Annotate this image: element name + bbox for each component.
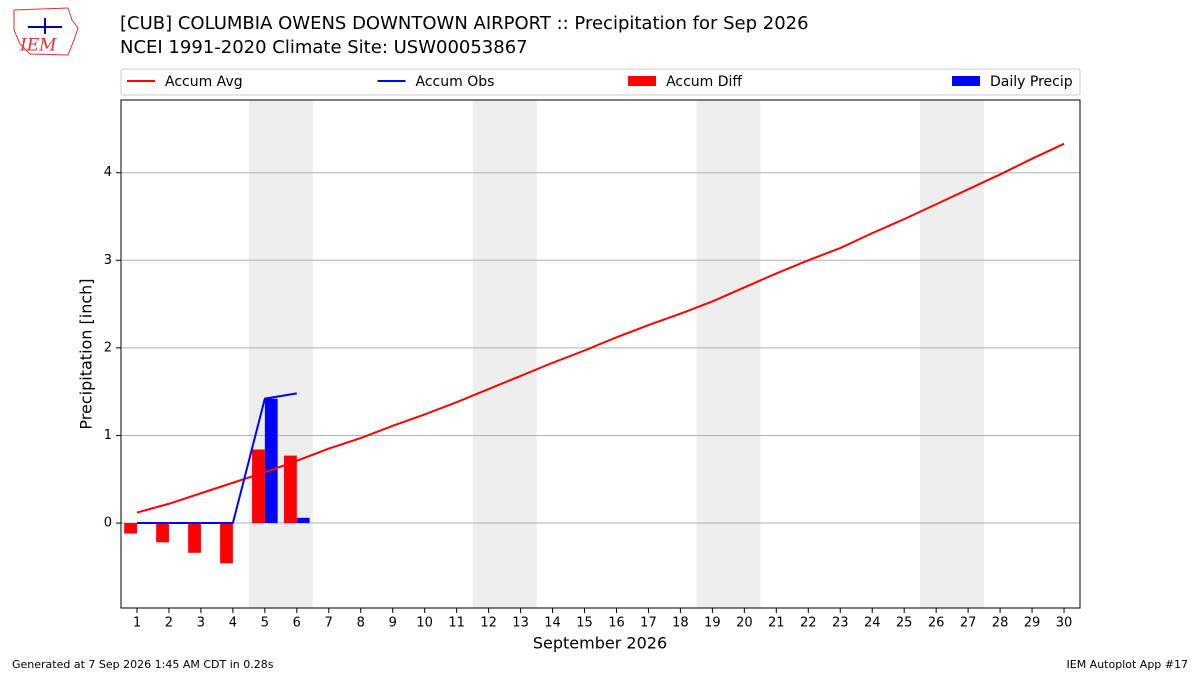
x-tick-label: 9: [389, 616, 397, 631]
x-tick-label: 10: [416, 616, 433, 631]
x-tick-label: 26: [928, 616, 945, 631]
x-tick-label: 16: [608, 616, 625, 631]
plot-frame: [120, 99, 1081, 609]
legend: [120, 68, 1081, 96]
y-axis-label: Precipitation [inch]: [77, 278, 96, 429]
chart-title: [CUB] COLUMBIA OWENS DOWNTOWN AIRPORT ::…: [120, 13, 809, 34]
x-tick-label: 7: [325, 616, 333, 631]
y-tick-label: 2: [104, 340, 112, 355]
bar: [156, 523, 169, 543]
line: [136, 142, 1065, 514]
y-tick-label: 1: [104, 428, 112, 443]
y-tick-label: 4: [104, 165, 112, 180]
footer-right: IEM Autoplot App #17: [1067, 658, 1189, 671]
x-tick-label: 11: [448, 616, 465, 631]
weekend-shade: [920, 100, 985, 608]
x-tick-label: 8: [357, 616, 365, 631]
x-tick-label: 23: [832, 616, 849, 631]
legend-label: Daily Precip: [990, 74, 1073, 90]
x-tick-label: 12: [480, 616, 497, 631]
legend-swatch: [628, 76, 657, 86]
weekend-shade: [248, 100, 313, 608]
logo-text: IEM: [19, 36, 57, 56]
x-tick-label: 13: [512, 616, 529, 631]
legend-label: Accum Avg: [165, 74, 243, 90]
x-tick-label: 14: [544, 616, 561, 631]
y-tick-label: 0: [104, 516, 112, 531]
legend-label: Accum Obs: [416, 74, 495, 90]
x-tick-label: 25: [896, 616, 913, 631]
x-tick-label: 6: [293, 616, 301, 631]
x-tick-label: 20: [736, 616, 753, 631]
bar: [220, 523, 233, 564]
legend-swatch: [952, 76, 980, 86]
x-tick-label: 27: [960, 616, 977, 631]
footer-left: Generated at 7 Sep 2026 1:45 AM CDT in 0…: [12, 658, 274, 671]
bar: [296, 517, 310, 524]
x-axis-label: September 2026: [533, 634, 667, 653]
x-tick-label: 24: [864, 616, 881, 631]
x-tick-label: 5: [261, 616, 269, 631]
legend-label: Accum Diff: [666, 74, 742, 90]
bar: [188, 523, 201, 553]
x-tick-label: 30: [1056, 616, 1073, 631]
x-tick-label: 3: [197, 616, 205, 631]
bar: [124, 523, 137, 534]
x-tick-label: 4: [229, 616, 237, 631]
bar: [264, 398, 278, 524]
logo-outline: [13, 7, 79, 56]
weekend-shade: [472, 100, 537, 608]
line: [136, 392, 297, 525]
x-tick-label: 19: [704, 616, 721, 631]
x-tick-label: 18: [672, 616, 689, 631]
y-tick-label: 3: [104, 253, 112, 268]
x-tick-label: 17: [640, 616, 657, 631]
chart-subtitle: NCEI 1991-2020 Climate Site: USW00053867: [120, 37, 528, 58]
logo: IEM: [13, 7, 79, 56]
x-tick-label: 1: [133, 616, 141, 631]
x-tick-label: 22: [800, 616, 817, 631]
x-tick-label: 2: [165, 616, 173, 631]
x-tick-label: 21: [768, 616, 785, 631]
x-tick-label: 29: [1024, 616, 1041, 631]
x-tick-label: 28: [992, 616, 1009, 631]
bar: [252, 449, 265, 524]
bar: [284, 455, 297, 524]
x-tick-label: 15: [576, 616, 593, 631]
weekend-shade: [696, 100, 761, 608]
